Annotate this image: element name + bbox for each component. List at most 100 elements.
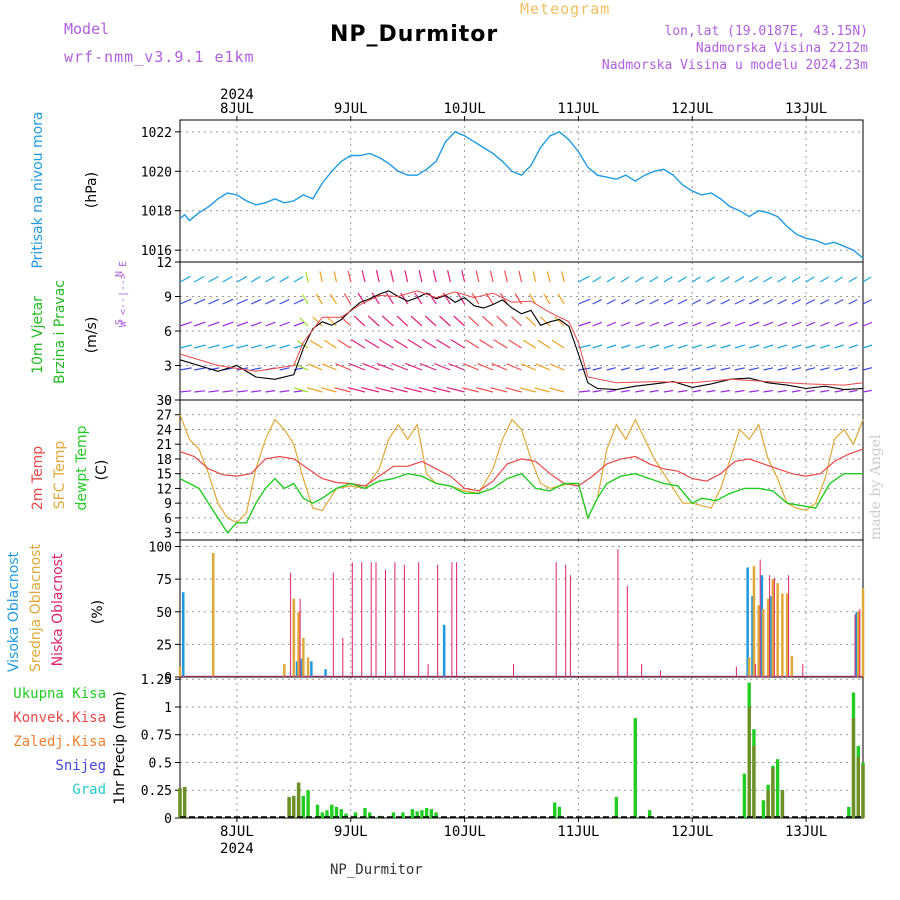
- wind-barb: [194, 367, 206, 371]
- wind-barb: [677, 276, 687, 283]
- cloud-bar-1: [752, 566, 756, 677]
- wind-barb: [692, 389, 702, 393]
- cloud-bar-1: [762, 609, 765, 677]
- meteogram-subtitle: Meteogram: [520, 0, 611, 18]
- wind-barb: [405, 362, 423, 371]
- wind-barb: [319, 271, 323, 283]
- wind-barb: [293, 321, 305, 327]
- rain-bar: [557, 806, 562, 818]
- cloud-bar-2: [859, 609, 861, 677]
- wind-barb: [447, 270, 451, 283]
- rain-bar: [325, 810, 329, 818]
- x-year-bottom: 2024: [220, 841, 254, 857]
- cloud-bar-2: [555, 562, 557, 677]
- wind-barb: [862, 299, 872, 305]
- wind-barb: [848, 344, 858, 349]
- station-title: NP_Durmitor: [330, 22, 499, 47]
- y-tick-label: 6: [164, 325, 172, 340]
- wind-barb: [493, 339, 508, 349]
- wind-barb: [479, 339, 494, 349]
- wind-barb: [396, 315, 409, 327]
- wind-barb: [663, 367, 674, 371]
- compass-south: S: [114, 319, 125, 325]
- wind-barb: [549, 363, 565, 371]
- wind-barb: [179, 321, 192, 327]
- wind-barb: [448, 362, 465, 371]
- wind-barb: [543, 293, 551, 305]
- y-tick-label: 1022: [141, 126, 172, 141]
- wind-barb: [537, 339, 551, 349]
- wind-barb: [749, 367, 760, 371]
- y-tick-label: 0: [164, 394, 172, 409]
- cloud-bar-2: [788, 575, 790, 677]
- wind-barb: [548, 387, 565, 393]
- wind-barb: [578, 298, 591, 305]
- wind-barb: [236, 390, 248, 393]
- y-tick-label: 9: [164, 497, 172, 512]
- cloud-bar-2: [370, 562, 372, 677]
- cloud-bar-2: [773, 577, 775, 677]
- cloud-bar-2: [332, 572, 334, 677]
- wind-barb: [312, 316, 323, 327]
- wind-barb: [265, 276, 275, 283]
- rain-bar: [761, 800, 766, 818]
- rain-bar: [429, 809, 434, 818]
- wind-barb: [777, 344, 788, 349]
- wind-barb: [692, 321, 702, 327]
- wind-barb: [208, 344, 220, 349]
- wind-barb: [862, 276, 872, 283]
- wind-barb: [496, 315, 508, 327]
- wind-barb: [862, 367, 873, 371]
- pressure-axis-title: Pritisak na nivou mora: [30, 111, 46, 268]
- wind-barb: [734, 367, 745, 371]
- cloud-bar-2: [769, 575, 771, 677]
- wind-barb: [391, 362, 408, 371]
- wind-barb: [820, 344, 830, 349]
- wind-barb: [179, 344, 192, 349]
- y-tick-label: 100: [149, 541, 172, 556]
- cloud-bar-2: [375, 562, 377, 677]
- x-tick-label-top: 11JUL: [557, 101, 599, 117]
- cloud-high-axis-title: Visoka Oblacnost: [6, 551, 22, 672]
- wind-barb: [265, 321, 276, 327]
- x-tick-label-bottom: 13JUL: [785, 824, 827, 840]
- wind-barb: [371, 292, 380, 305]
- convective-bar: [747, 707, 751, 818]
- wind-barb: [348, 362, 366, 371]
- wind-barb: [393, 339, 408, 349]
- wind-barb: [279, 321, 290, 327]
- cloud-bar-2: [565, 564, 567, 677]
- wind-barb: [293, 298, 304, 305]
- wind-barb: [208, 367, 220, 371]
- cloud-bar-2: [418, 562, 420, 677]
- cloud-bar-1: [757, 605, 760, 677]
- wind-barb: [250, 344, 262, 349]
- wind-barb: [236, 321, 249, 327]
- wind-speed-line: [179, 290, 864, 391]
- wind-barb: [461, 270, 466, 283]
- rain-bar: [368, 812, 372, 818]
- wind-barb: [777, 298, 787, 305]
- cloud-bar-1: [790, 656, 794, 677]
- wind-barb: [390, 269, 395, 283]
- wind-barb: [321, 387, 337, 393]
- wind-barb: [461, 387, 479, 393]
- wind-barb: [315, 293, 323, 305]
- cloud-bar-1: [766, 598, 770, 677]
- wind-barb: [620, 344, 631, 349]
- wind-barb: [293, 276, 304, 283]
- wind-barb: [390, 387, 408, 393]
- cloud-bar-2: [403, 564, 405, 677]
- y-tick-label: 0.5: [149, 756, 172, 771]
- wind-barb: [620, 389, 630, 393]
- cloud-bar-1: [297, 611, 300, 677]
- wind-barb: [403, 387, 423, 393]
- precip-legend-item: Snijeg: [55, 758, 106, 774]
- wind-barb: [471, 292, 480, 305]
- wind-barb: [649, 389, 659, 393]
- model-elevation: Nadmorska Visina u modelu 2024.23m: [601, 58, 868, 73]
- wind-barb: [606, 389, 616, 393]
- wind-barb: [540, 316, 551, 327]
- y-tick-label: 1: [164, 701, 172, 716]
- wind-barb: [236, 275, 248, 283]
